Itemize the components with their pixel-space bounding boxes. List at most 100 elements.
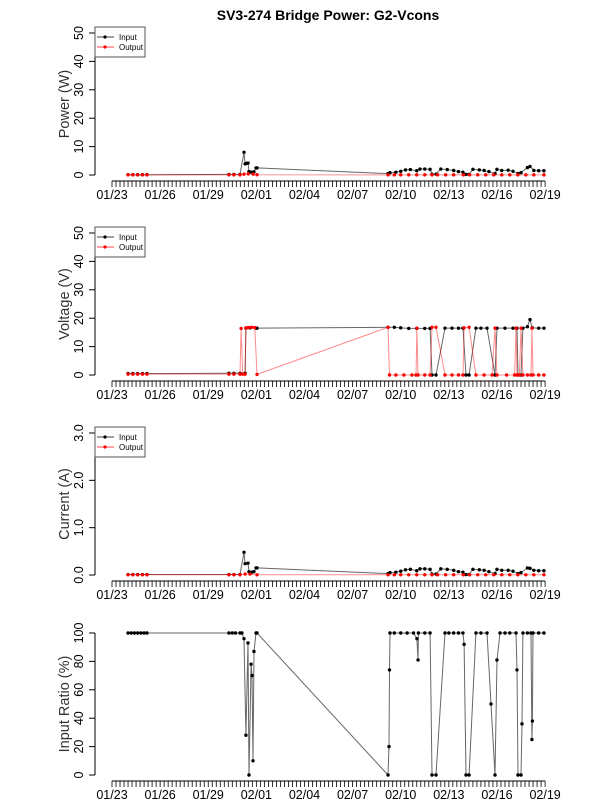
data-point-input [511,169,515,174]
data-point-output [248,572,252,576]
x-tick-label: 02/16 [481,188,512,202]
data-point-input [428,567,432,572]
y-tick-label: 60 [72,683,86,697]
data-point-input [388,631,392,635]
legend-label-input: Input [119,233,138,242]
series-line-input [128,552,544,575]
data-point-input [542,169,546,173]
data-point-input [456,569,461,574]
data-point-output [399,173,403,177]
data-point-input [511,569,515,573]
data-point-output [387,373,392,377]
y-tick-label: 0 [72,771,86,778]
data-point-input [474,631,478,635]
x-tick-label: 01/29 [193,588,224,602]
data-point-input [411,631,416,635]
x-tick-label: 02/10 [385,788,416,800]
data-point-output [238,372,242,376]
data-point-input [135,631,140,635]
data-point-input [482,168,486,173]
data-point-output [456,373,461,377]
data-point-output [246,325,251,330]
data-point-input [464,373,468,377]
data-point-output [249,325,254,329]
data-point-input [500,568,504,572]
data-point-output [516,573,520,577]
data-point-input [430,773,434,777]
x-tick-label: 02/01 [241,188,272,202]
data-point-output [443,373,447,377]
x-tick-label: 01/23 [96,188,127,202]
y-tick-label: 30 [72,83,86,97]
x-tick-label: 02/19 [529,388,560,402]
data-point-input [464,773,468,777]
legend-label-input: Input [119,33,138,42]
data-point-input [439,167,443,171]
legend-marker-input [103,235,107,239]
legend-box [94,26,146,58]
data-point-output [135,573,140,577]
data-point-input [536,569,541,573]
data-point-output [423,173,427,177]
data-point-output [474,373,478,377]
data-point-output [512,373,517,377]
data-point-input [387,744,391,749]
data-point-input [528,164,532,169]
data-point-input [536,631,541,635]
data-point-output [504,373,509,377]
data-point-input [536,169,541,173]
y-tick-label: 10 [72,140,86,154]
data-point-input [498,631,502,635]
data-point-output [435,173,440,177]
data-point-output [524,573,528,577]
chart-title: SV3-274 Bridge Power: G2-Vcons [217,7,440,23]
data-point-output [253,325,257,330]
data-point-input [399,326,403,330]
data-point-output [227,372,231,376]
data-point-output [430,173,434,177]
data-point-output [399,573,403,577]
data-point-input [532,168,536,173]
data-point-input [482,568,486,572]
data-point-input [519,171,523,175]
data-point-output [521,373,525,377]
x-tick-label: 02/10 [385,188,416,202]
data-point-output [493,326,497,330]
data-point-input [542,326,546,330]
data-point-input [443,631,447,635]
data-point-input [525,165,530,170]
data-point-input [408,167,413,172]
data-point-output [461,173,465,177]
data-point-output [238,573,242,577]
series-line-output [128,326,544,376]
legend-marker-input [103,435,107,439]
data-point-input [530,737,534,742]
y-tick-label: 1.0 [72,519,86,536]
data-point-input [255,166,259,170]
data-point-input [126,631,130,635]
x-tick-label: 02/16 [481,388,512,402]
data-point-input [479,326,483,330]
data-point-input [456,169,461,174]
data-point-input [462,642,466,647]
data-point-input [139,631,143,635]
data-point-input [230,631,234,635]
data-point-input [485,326,489,330]
data-point-input [423,167,427,171]
data-point-output [415,573,419,577]
data-point-input [423,567,427,571]
data-point-input [461,170,465,174]
legend-marker-output [103,245,107,249]
panel-3: 0 20 40 60 80 100 Input Ratio (%) 01/23 01/26 01/… [57,623,561,800]
data-point-input [503,326,507,330]
data-point-output [500,173,504,177]
x-tick-label: 02/07 [337,788,368,800]
data-point-output [145,372,149,376]
legend-box [94,226,146,258]
data-point-output [255,173,259,177]
y-tick-label: 30 [72,283,86,297]
data-point-input [394,570,398,574]
data-point-input [423,326,427,331]
y-tick-label: 50 [72,26,86,40]
